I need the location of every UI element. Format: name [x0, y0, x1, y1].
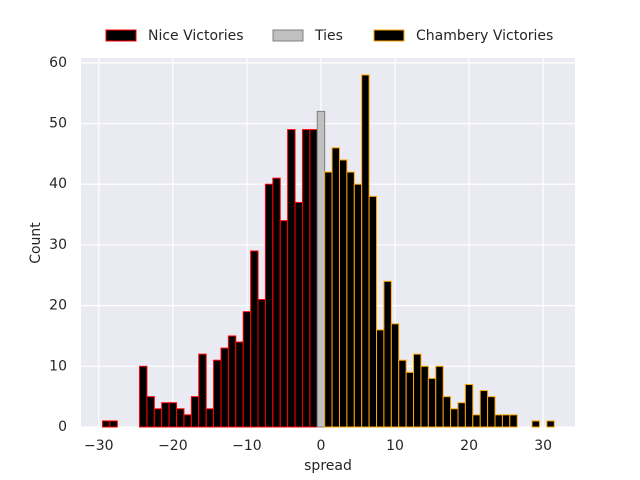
y-tick-label: 0 [58, 419, 67, 435]
bar [346, 171, 355, 428]
bar [457, 402, 466, 428]
bar [287, 129, 296, 428]
bar [190, 396, 200, 428]
x-tick-label: 30 [534, 438, 552, 454]
y-tick-label: 50 [49, 116, 67, 132]
bar [472, 414, 481, 428]
bar [405, 371, 415, 428]
bar [420, 365, 429, 428]
legend-swatch [272, 29, 304, 42]
bar [324, 171, 333, 428]
bar [301, 129, 311, 428]
bar [227, 335, 237, 428]
bar [109, 420, 118, 428]
bar [368, 195, 378, 428]
legend-label: Nice Victories [148, 28, 244, 44]
bar [309, 129, 318, 428]
bar [205, 408, 215, 428]
marks [101, 74, 555, 428]
bar [487, 396, 496, 428]
y-tick-label: 20 [49, 298, 67, 314]
bar [101, 420, 111, 428]
bar [427, 377, 437, 428]
bar [176, 408, 185, 428]
x-tick-label: −30 [84, 438, 114, 454]
bar [376, 329, 385, 428]
bar [242, 311, 252, 428]
bar [442, 396, 452, 428]
bar [294, 201, 303, 428]
bar [264, 183, 274, 428]
bar [390, 323, 400, 428]
bar [279, 220, 289, 428]
bar [235, 341, 244, 428]
bar [161, 402, 170, 428]
legend-swatch [105, 29, 137, 42]
legend-swatch [373, 29, 405, 42]
bar [146, 396, 155, 428]
bar [316, 110, 326, 428]
y-axis-label: Count [28, 222, 44, 264]
bar [220, 347, 229, 428]
bar [198, 353, 207, 428]
bar [361, 74, 370, 428]
x-tick-label: −10 [232, 438, 262, 454]
bar [250, 250, 259, 428]
bar [546, 420, 555, 428]
bar [338, 159, 348, 428]
bar [272, 177, 281, 428]
bar [398, 359, 407, 428]
y-tick-label: 40 [49, 176, 67, 192]
legend-label: Chambery Victories [416, 28, 553, 44]
bar [331, 147, 340, 428]
x-tick-label: 0 [317, 438, 326, 454]
y-tick-label: 60 [49, 55, 67, 71]
legend-label: Ties [314, 28, 343, 44]
bar [139, 365, 148, 428]
bar [509, 414, 518, 428]
x-tick-label: 10 [386, 438, 404, 454]
bar [494, 414, 503, 428]
bar [501, 414, 511, 428]
y-tick-label: 30 [49, 237, 67, 253]
bar [213, 359, 222, 428]
x-axis-label: spread [304, 458, 352, 474]
y-tick-label: 10 [49, 358, 67, 374]
bar [257, 299, 266, 428]
x-tick-label: 20 [460, 438, 478, 454]
bar [383, 280, 392, 428]
bar [450, 408, 459, 428]
x-tick-label: −20 [158, 438, 188, 454]
bar [413, 353, 422, 428]
bar [531, 420, 540, 428]
legend: Nice Victories Ties Chambery Victories [105, 28, 553, 44]
bar [168, 402, 178, 428]
bar [153, 408, 163, 428]
bar [183, 414, 192, 428]
bar [353, 183, 363, 428]
bar [479, 390, 489, 428]
bar [435, 365, 444, 428]
bar [464, 384, 474, 428]
